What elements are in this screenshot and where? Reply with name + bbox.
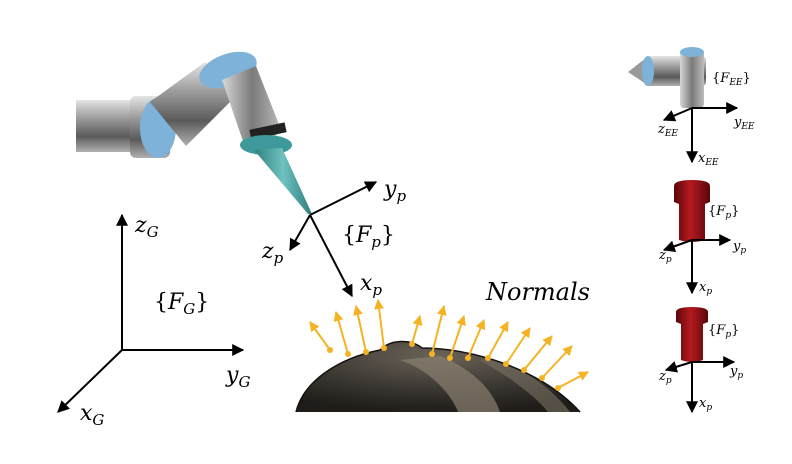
normal-arrow: [541, 345, 573, 379]
tool-frame-label: {Fp}: [342, 223, 395, 251]
tool3-z-label: zp: [658, 369, 672, 386]
global-frame-label: {FG}: [154, 290, 209, 318]
tool-z-axis: [289, 214, 311, 252]
normal-base-point: [465, 355, 471, 361]
normal-arrow: [449, 315, 466, 359]
tool3-frame-label: {Fp}: [708, 323, 739, 340]
tool3-z-axis: [664, 361, 693, 373]
end-effector-panel: {FEE} yEE zEE xEE: [628, 47, 755, 168]
tool-panel-3: {Fp} yp zp xp: [658, 307, 743, 414]
normal-base-point: [503, 361, 509, 367]
normals-label: Normals: [485, 278, 590, 306]
normal-arrow: [353, 305, 367, 353]
tool2-y-label: yp: [732, 239, 746, 256]
normal-arrow: [431, 305, 447, 355]
tool3-x-label: xp: [699, 396, 712, 413]
global-frame: zG yG xG {FG}: [57, 213, 250, 429]
normal-arrow: [487, 321, 509, 359]
tool3-y-label: yp: [729, 364, 743, 381]
tool2-z-label: zp: [658, 248, 672, 265]
tool2-z-axis: [662, 239, 693, 253]
tool-x-axis: [309, 214, 353, 298]
tool-panel-2: {Fp} yp zp xp: [658, 180, 746, 297]
normal-base-point: [429, 351, 435, 357]
tool2-x-label: xp: [699, 280, 712, 297]
normal-base-point: [381, 345, 387, 351]
ee-z-axis: [662, 107, 693, 122]
normal-arrow: [411, 315, 423, 345]
normal-arrow: [557, 371, 589, 389]
robot-arm-illustration: [76, 51, 312, 214]
tool-x-label: xp: [360, 271, 382, 299]
normal-base-point: [555, 385, 561, 391]
normal-arrow: [333, 311, 349, 355]
ee-z-label: zEE: [657, 122, 678, 139]
ee-y-label: yEE: [733, 115, 755, 132]
normal-base-point: [485, 355, 491, 361]
normal-base-point: [345, 351, 351, 357]
global-y-label: yG: [225, 363, 250, 391]
surface-illustration: [295, 340, 581, 413]
normal-arrow: [467, 319, 486, 359]
normal-arrow: [505, 327, 531, 365]
surface-normals: [309, 299, 589, 391]
tool-y-axis: [309, 181, 378, 216]
tool-y-label: yp: [383, 177, 406, 205]
normal-base-point: [409, 341, 415, 347]
normal-arrow: [309, 321, 331, 351]
global-x-label: xG: [80, 401, 104, 429]
ee-frame-label: {FEE}: [712, 71, 751, 88]
normal-arrow: [523, 335, 553, 371]
global-x-axis: [57, 349, 123, 413]
global-z-label: zG: [134, 213, 159, 241]
normal-base-point: [363, 349, 369, 355]
ee-x-label: xEE: [698, 151, 719, 168]
normal-arrow: [374, 299, 385, 349]
tool-frame: yp zp xp {Fp}: [261, 177, 406, 299]
normal-base-point: [327, 347, 333, 353]
tool-z-label: zp: [261, 239, 284, 267]
normal-base-point: [539, 375, 545, 381]
tool2-frame-label: {Fp}: [708, 204, 739, 221]
normal-base-point: [447, 355, 453, 361]
normal-base-point: [521, 367, 527, 373]
